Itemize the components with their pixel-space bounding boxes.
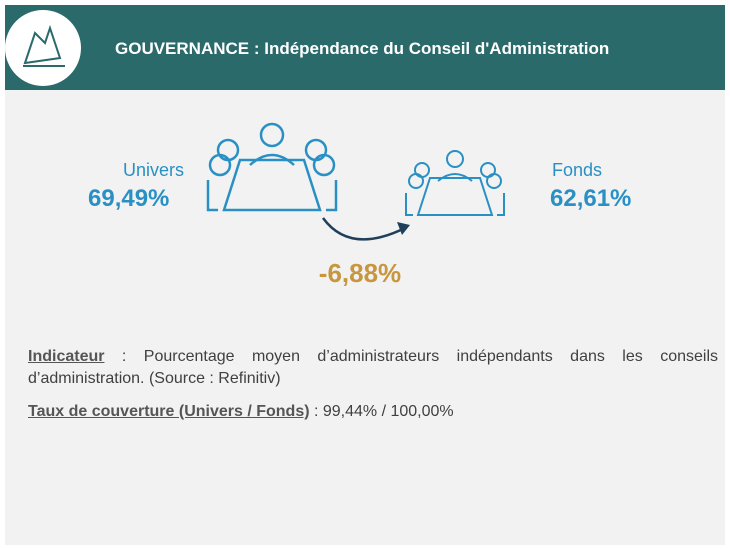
coverage: Taux de couverture (Univers / Fonds) : 9… — [28, 401, 718, 423]
title: GOUVERNANCE : Indépendance du Conseil d'… — [115, 39, 610, 58]
indicator-label: Indicateur — [28, 348, 105, 365]
indicator: Indicateur : Pourcentage moyen d’adminis… — [28, 346, 718, 390]
change-value: -6,88% — [318, 258, 402, 288]
coverage-text: : 99,44% / 100,00% — [309, 403, 454, 420]
meeting-icon-small — [405, 150, 505, 216]
card: GOUVERNANCE : Indépendance du Conseil d'… — [5, 5, 725, 545]
arrow — [321, 217, 410, 241]
fonds-value: 62,61% — [550, 185, 632, 212]
univers-label: Univers — [123, 160, 185, 180]
meeting-icon-large — [206, 122, 338, 212]
logo — [5, 10, 81, 86]
header: GOUVERNANCE : Indépendance du Conseil d'… — [5, 5, 725, 90]
indicator-text: : Pourcentage moyen d’administrateurs in… — [28, 348, 718, 387]
univers-value: 69,49% — [88, 185, 170, 212]
coverage-label: Taux de couverture (Univers / Fonds) — [28, 403, 310, 420]
fonds-label: Fonds — [552, 160, 603, 180]
